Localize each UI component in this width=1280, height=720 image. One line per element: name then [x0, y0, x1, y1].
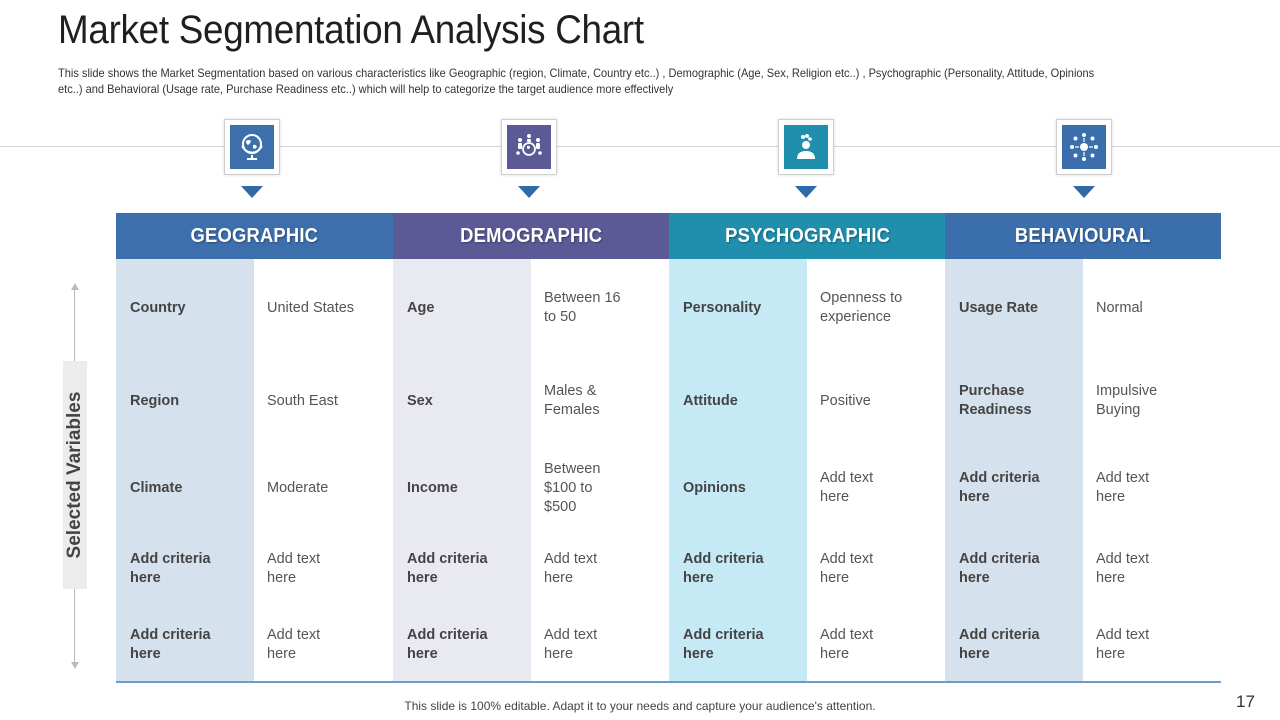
criteria-label: Climate: [130, 479, 183, 496]
selected-variables-label: Selected Variables: [63, 361, 87, 589]
criteria-value: Add text here: [267, 551, 321, 586]
criteria-label: Add criteria here: [130, 627, 211, 662]
criteria-label: Usage Rate: [959, 299, 1038, 316]
criteria-value: Positive: [820, 392, 871, 409]
demographic-label-column: [393, 259, 531, 681]
criteria-value: Add text here: [820, 551, 874, 586]
geographic-icon-box: [224, 119, 280, 175]
demographic-value-column: [531, 259, 669, 681]
demographic-icon-box: [501, 119, 557, 175]
criteria-value: Normal: [1096, 299, 1143, 316]
criteria-value: Between $100 to $500: [544, 460, 601, 515]
slide-title: Market Segmentation Analysis Chart: [58, 8, 644, 52]
criteria-value: Add text here: [544, 551, 598, 586]
behavioural-label-column: [945, 259, 1083, 681]
demographic-arrow: [518, 186, 540, 198]
criteria-label: Opinions: [683, 479, 746, 496]
slide-subtitle: This slide shows the Market Segmentation…: [58, 66, 1095, 96]
person-thinking-icon: [784, 125, 828, 169]
geographic-label-column: [116, 259, 254, 681]
criteria-label: Add criteria here: [130, 551, 211, 586]
criteria-value: Between 16 to 50: [544, 290, 621, 325]
criteria-label: Age: [407, 299, 435, 316]
table-bottom-line: [116, 681, 1221, 683]
criteria-label: Add criteria here: [959, 627, 1040, 662]
psychographic-label-column: [669, 259, 807, 681]
axis-arrow-down-icon: [71, 662, 79, 669]
criteria-label: Add criteria here: [407, 551, 488, 586]
criteria-value: Add text here: [820, 470, 874, 505]
criteria-label: Add criteria here: [683, 627, 764, 662]
header-geographic: GEOGRAPHIC: [116, 213, 393, 259]
criteria-label: Add criteria here: [959, 470, 1040, 505]
psychographic-arrow: [795, 186, 817, 198]
people-globe-icon: [507, 125, 551, 169]
criteria-label: Income: [407, 479, 458, 496]
criteria-value: Openness to experience: [820, 290, 903, 325]
psychographic-icon-box: [778, 119, 834, 175]
segmentation-table: GEOGRAPHIC DEMOGRAPHIC PSYCHOGRAPHIC BEH…: [116, 213, 1221, 682]
header-behavioural: BEHAVIOURAL: [945, 213, 1221, 259]
behavioural-icon-box: [1056, 119, 1112, 175]
footer-note: This slide is 100% editable. Adapt it to…: [404, 699, 876, 713]
axis-line-top: [74, 289, 75, 361]
criteria-label: Sex: [407, 392, 433, 409]
axis-arrow-up-icon: [71, 283, 79, 290]
divider-line: [0, 146, 1280, 147]
criteria-label: Purchase Readiness: [959, 383, 1032, 418]
criteria-label: Add criteria here: [683, 551, 764, 586]
criteria-value: Add text here: [267, 627, 321, 662]
criteria-value: South East: [267, 392, 338, 409]
criteria-label: Personality: [683, 299, 762, 316]
header-demographic: DEMOGRAPHIC: [393, 213, 670, 259]
header-psychographic: PSYCHOGRAPHIC: [669, 213, 946, 259]
criteria-value: Moderate: [267, 479, 329, 496]
axis-line-bottom: [74, 589, 75, 663]
criteria-label: Region: [130, 392, 180, 409]
behavioural-value-column: [1083, 259, 1221, 681]
psychographic-value-column: [807, 259, 945, 681]
criteria-value: Add text here: [1096, 551, 1150, 586]
page-number: 17: [1236, 692, 1255, 711]
criteria-value: Add text here: [1096, 627, 1150, 662]
criteria-value: Add text here: [820, 627, 874, 662]
network-people-icon: [1062, 125, 1106, 169]
criteria-value: United States: [267, 299, 355, 316]
geographic-value-column: [254, 259, 392, 681]
criteria-label: Attitude: [683, 392, 738, 409]
criteria-value: Add text here: [544, 627, 598, 662]
globe-icon: [230, 125, 274, 169]
criteria-label: Add criteria here: [407, 627, 488, 662]
geographic-arrow: [241, 186, 263, 198]
behavioural-arrow: [1073, 186, 1095, 198]
criteria-label: Country: [130, 299, 186, 316]
criteria-value: Males & Females: [544, 383, 600, 418]
selected-variables-text: Selected Variables: [64, 391, 85, 559]
criteria-value: Add text here: [1096, 470, 1150, 505]
criteria-label: Add criteria here: [959, 551, 1040, 586]
criteria-value: Impulsive Buying: [1096, 383, 1158, 418]
